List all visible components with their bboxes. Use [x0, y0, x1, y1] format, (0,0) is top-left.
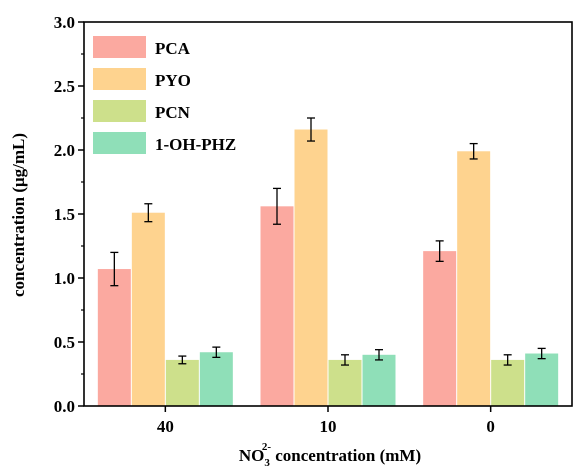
y-tick-label: 3.0	[54, 13, 75, 32]
bar	[423, 251, 457, 406]
bar	[491, 359, 525, 406]
x-axis-title: NO3 2- concentration (mM)	[239, 441, 421, 468]
bar	[294, 129, 328, 406]
bar	[362, 354, 396, 406]
bar	[199, 352, 233, 406]
legend-label: PCN	[155, 103, 191, 122]
bar	[97, 269, 131, 406]
bar	[165, 359, 199, 406]
x-tick-label: 0	[486, 417, 495, 436]
x-axis-title-superscript: 2-	[262, 441, 272, 453]
y-tick-label: 0.5	[54, 333, 75, 352]
y-tick-label: 2.5	[54, 77, 75, 96]
x-tick-label: 10	[320, 417, 337, 436]
bar	[260, 206, 294, 406]
y-axis-title: concentration (μg/mL)	[9, 133, 28, 297]
y-tick-label: 1.5	[54, 205, 75, 224]
legend: PCA PYO PCN 1-OH-PHZ	[93, 36, 236, 154]
error-bars-layer	[110, 117, 546, 366]
x-axis-title-subscript: 3	[264, 457, 270, 468]
bar	[328, 359, 362, 406]
legend-swatch	[93, 68, 146, 90]
bar	[525, 353, 559, 406]
legend-label: 1-OH-PHZ	[155, 135, 236, 154]
legend-swatch	[93, 36, 146, 58]
y-tick-label: 1.0	[54, 269, 75, 288]
legend-swatch	[93, 132, 146, 154]
x-axis-title-prefix: NO	[239, 446, 265, 465]
x-tick-label: 40	[157, 417, 174, 436]
y-tick-label: 0.0	[54, 397, 75, 416]
bar	[457, 151, 491, 406]
bars-layer	[97, 129, 559, 406]
x-axis-title-suffix: concentration (mM)	[271, 446, 421, 465]
axes-layer: 40 10 0 0.0 0.5 1.0 1.5 2.0 2.5 3.0	[54, 13, 573, 436]
bar	[131, 212, 165, 406]
legend-swatch	[93, 100, 146, 122]
legend-label: PCA	[155, 39, 191, 58]
y-tick-label: 2.0	[54, 141, 75, 160]
legend-label: PYO	[155, 71, 191, 90]
